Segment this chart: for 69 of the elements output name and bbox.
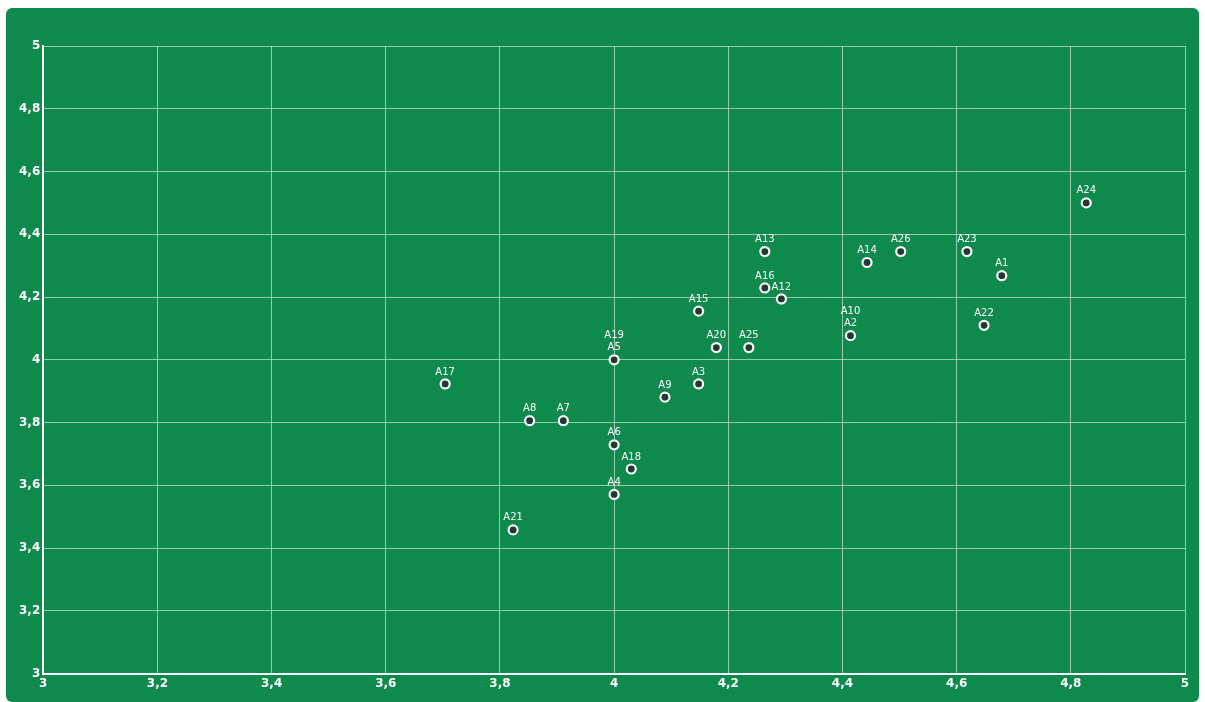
annotation: A20 xyxy=(706,329,727,341)
x-tick-label: 3,8 xyxy=(489,675,511,690)
point xyxy=(439,378,451,390)
annotation: A19 xyxy=(604,329,624,341)
annotation: A23 xyxy=(957,233,977,245)
point xyxy=(961,245,973,258)
y-tick-label: 3,8 xyxy=(18,414,41,429)
point xyxy=(524,415,536,427)
annotation: A13 xyxy=(755,233,775,245)
point xyxy=(759,282,771,294)
point xyxy=(608,439,620,451)
annotation: A22 xyxy=(974,306,994,318)
annotation: A24 xyxy=(1076,184,1097,196)
y-tick-label: 4 xyxy=(31,351,41,366)
point xyxy=(693,305,705,317)
point xyxy=(507,524,519,536)
annotation: A7 xyxy=(556,402,570,414)
annotation: A5 xyxy=(607,341,621,353)
annotation: A3 xyxy=(692,365,706,377)
x-tick-label: 4,8 xyxy=(1060,675,1082,690)
annotation: A4 xyxy=(607,476,621,488)
point xyxy=(659,391,671,403)
annotation: A6 xyxy=(607,426,621,438)
x-tick-label: 3,6 xyxy=(375,675,397,690)
point xyxy=(693,378,705,390)
point xyxy=(996,270,1008,282)
point xyxy=(844,330,857,342)
point xyxy=(557,415,569,427)
annotation: A9 xyxy=(658,378,672,390)
annotation: A16 xyxy=(755,269,775,281)
x-tick-label: 3,2 xyxy=(146,675,169,690)
annotation: A25 xyxy=(739,329,759,341)
point xyxy=(759,245,771,258)
annotation: A14 xyxy=(857,244,877,256)
y-tick-label: 3,2 xyxy=(18,602,41,617)
point xyxy=(1080,197,1092,209)
point xyxy=(608,488,620,501)
annotation: A8 xyxy=(523,402,537,414)
x-tick-label: 4,6 xyxy=(946,675,968,690)
point xyxy=(710,341,722,354)
annotation: A10 xyxy=(840,305,861,317)
point xyxy=(861,256,873,269)
annotation: A1 xyxy=(995,257,1009,269)
point xyxy=(608,354,620,366)
y-tick-label: 4,2 xyxy=(18,289,41,304)
y-tick-label: 3 xyxy=(31,665,41,680)
annotation: A17 xyxy=(435,365,455,377)
annotation: A12 xyxy=(771,280,792,292)
y-tick-label: 3,6 xyxy=(18,477,41,492)
x-tick-label: 4,4 xyxy=(831,675,854,690)
x-tick-label: 3,4 xyxy=(260,675,283,690)
point xyxy=(775,293,787,305)
y-tick-label: 5 xyxy=(31,38,41,53)
point xyxy=(895,245,907,258)
annotation: A15 xyxy=(688,292,709,304)
annotation: A18 xyxy=(621,450,642,462)
x-tick-label: 4,2 xyxy=(717,675,739,690)
annotation: A2 xyxy=(843,317,858,329)
y-tick-label: 4,4 xyxy=(18,226,41,241)
y-tick-label: 4,8 xyxy=(18,100,41,115)
annotation: A26 xyxy=(890,233,911,245)
y-tick-label: 3,4 xyxy=(18,540,41,555)
point xyxy=(978,319,990,331)
x-tick-label: 4 xyxy=(609,675,619,690)
y-tick-label: 4,6 xyxy=(18,163,41,178)
point xyxy=(625,463,637,475)
annotation: A21 xyxy=(503,511,523,523)
point xyxy=(743,341,755,354)
x-tick-label: 5 xyxy=(1180,675,1190,690)
